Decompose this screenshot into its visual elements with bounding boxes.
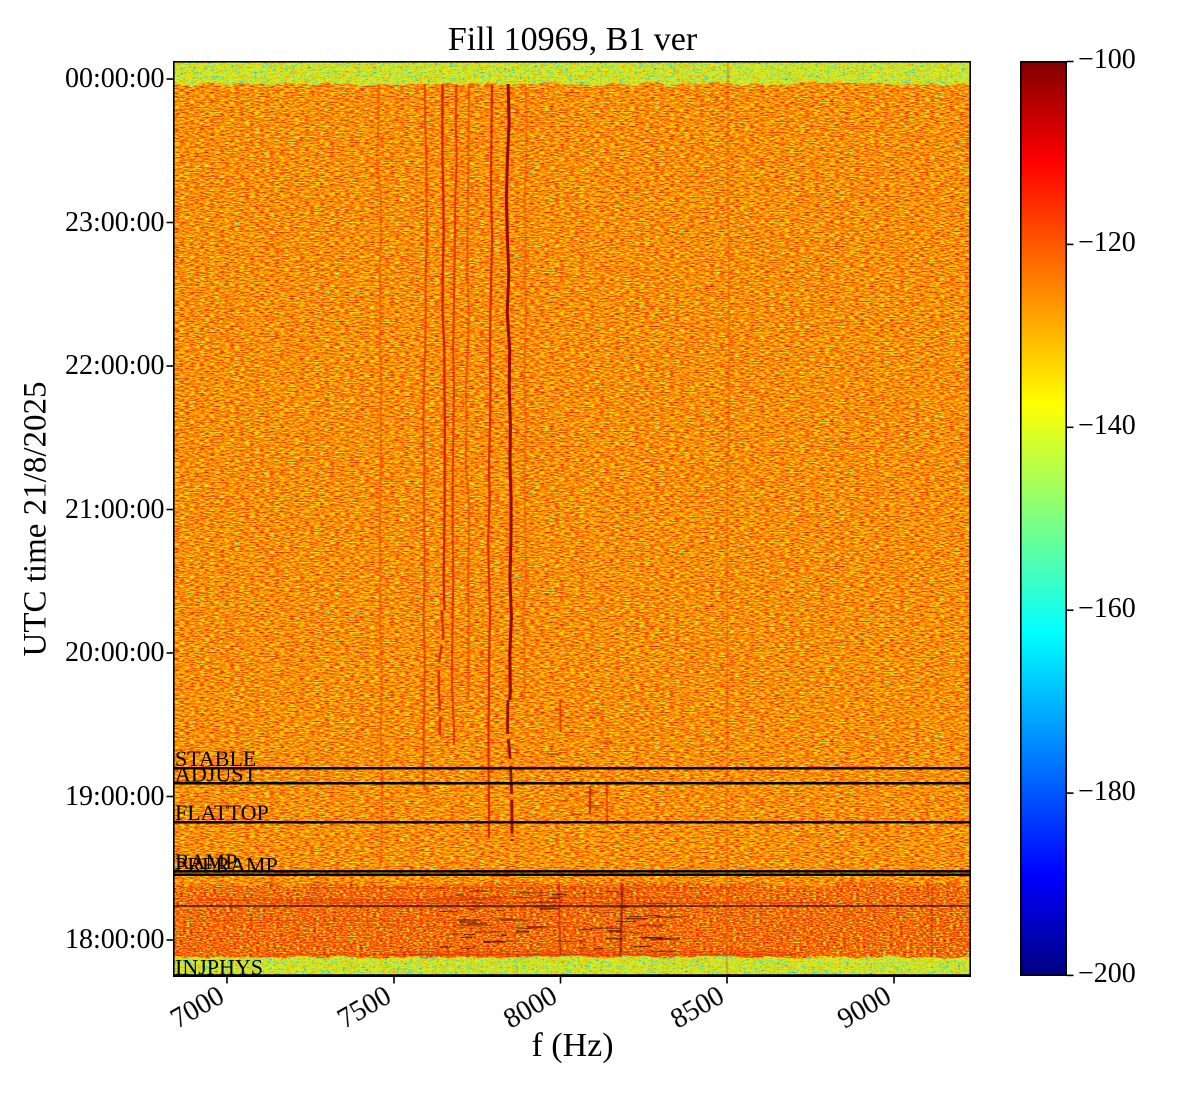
svg-text:FLATTOP: FLATTOP bbox=[175, 800, 269, 825]
svg-text:PRERAMP: PRERAMP bbox=[175, 853, 278, 878]
svg-text:STABLE: STABLE bbox=[175, 746, 256, 771]
svg-text:ADJUST: ADJUST bbox=[175, 762, 257, 787]
svg-text:RAMP: RAMP bbox=[175, 849, 237, 874]
